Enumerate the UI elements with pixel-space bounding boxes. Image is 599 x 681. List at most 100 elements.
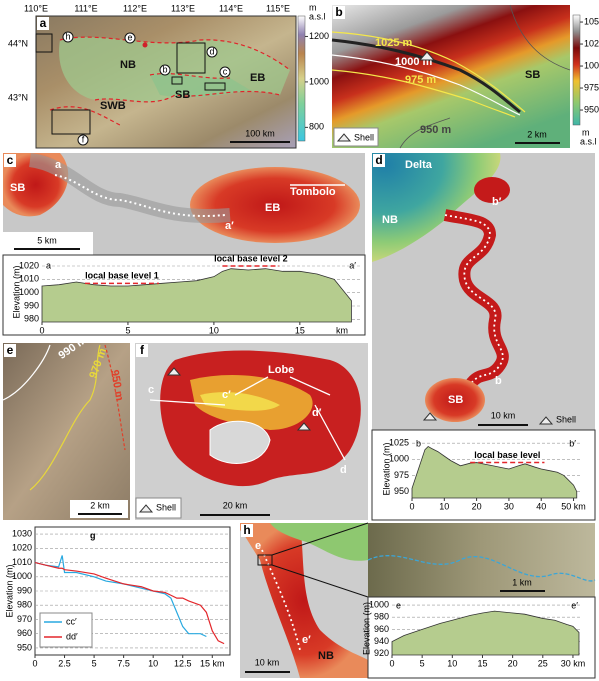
basin-label: EB bbox=[250, 72, 265, 84]
profile-start: b bbox=[416, 438, 421, 448]
profile-end: e′ bbox=[571, 600, 578, 610]
x-tick-label: 2.5 bbox=[58, 658, 71, 668]
arrow bbox=[289, 376, 331, 396]
scale-label: 2 km bbox=[90, 500, 110, 510]
x-tick-label: 10 bbox=[447, 658, 457, 668]
lon-label: 115°E bbox=[266, 3, 290, 13]
frame bbox=[35, 15, 297, 149]
location-box bbox=[204, 82, 226, 91]
x-axis-label: km bbox=[336, 325, 348, 335]
x-tick-label: 10 bbox=[148, 658, 158, 668]
y-tick-label: 980 bbox=[24, 314, 39, 324]
colorbar-tick-label: 1025 bbox=[584, 38, 599, 48]
basin-label: SB bbox=[175, 89, 190, 101]
panel-label: c bbox=[7, 153, 14, 167]
x-tick-label: 20 bbox=[472, 501, 482, 511]
satellite-image bbox=[368, 523, 595, 597]
contour-label: 975 m bbox=[405, 74, 436, 86]
colorbar-tick-label: 1200 bbox=[309, 31, 329, 41]
box-label: c bbox=[223, 66, 228, 76]
x-tick-label: 10 bbox=[439, 501, 449, 511]
legend-label: cc′ bbox=[66, 616, 77, 626]
x-tick-label: 0 bbox=[389, 658, 394, 668]
line bbox=[34, 561, 225, 645]
point-label: a bbox=[55, 159, 62, 171]
location-box bbox=[176, 42, 206, 74]
point-label: e′ bbox=[302, 634, 311, 646]
x-tick-label: 50 km bbox=[561, 501, 586, 511]
location-box bbox=[35, 33, 53, 53]
panel-label: b bbox=[335, 5, 342, 19]
colorbar-unit: m bbox=[582, 127, 590, 137]
line bbox=[34, 555, 207, 638]
x-tick-label: 15 bbox=[295, 325, 305, 335]
arrow bbox=[234, 376, 269, 396]
basin-fill bbox=[190, 167, 360, 243]
x-tick-label: 12.5 bbox=[174, 658, 192, 668]
colorbar-unit: m bbox=[309, 2, 317, 12]
basin-fill bbox=[474, 177, 510, 203]
contour-label: 950 m bbox=[420, 124, 451, 136]
y-tick-label: 1025 bbox=[389, 438, 409, 448]
satellite-image bbox=[3, 343, 130, 520]
y-tick-label: 920 bbox=[374, 648, 389, 658]
contour bbox=[2, 344, 51, 401]
panel-label-box bbox=[37, 17, 49, 30]
basin-label: NB bbox=[318, 650, 334, 662]
lon-label: 111°E bbox=[74, 3, 97, 13]
y-tick-label: 940 bbox=[374, 636, 389, 646]
area bbox=[41, 268, 352, 323]
basin-outline bbox=[49, 36, 291, 126]
colorbar-tick-label: 800 bbox=[309, 122, 324, 132]
panel-label-box bbox=[373, 154, 385, 167]
scale-label: 100 km bbox=[245, 128, 275, 138]
y-tick-label: 1000 bbox=[19, 287, 39, 297]
profile-end: b′ bbox=[569, 438, 576, 448]
y-tick-label: 960 bbox=[17, 628, 32, 638]
panel-label-box bbox=[136, 344, 148, 357]
profile-start: e bbox=[396, 600, 401, 610]
shoreline-ridge bbox=[331, 38, 521, 114]
basin-label: EB bbox=[265, 202, 280, 214]
area bbox=[411, 445, 578, 499]
lat-label: 43°N bbox=[8, 92, 28, 102]
x-tick-label: 20 bbox=[508, 658, 518, 668]
y-tick-label: 980 bbox=[17, 600, 32, 610]
y-tick-label: 970 bbox=[17, 614, 32, 624]
shell-icon bbox=[418, 51, 436, 61]
panel-label: f bbox=[140, 343, 145, 357]
shell-icon bbox=[422, 412, 438, 421]
basin-label: NB bbox=[120, 59, 136, 71]
reference-label: local base level 1 bbox=[85, 271, 159, 281]
location-box bbox=[51, 109, 91, 135]
box-label-bg bbox=[62, 31, 74, 43]
box-label: b bbox=[162, 64, 167, 74]
profile-line bbox=[54, 174, 226, 217]
colorbar-tick-label: 1000 bbox=[584, 60, 599, 70]
panel-d: d Delta b′ b NB SB 10 km Shell bbox=[371, 153, 596, 521]
colorbar-tick-label: 1000 bbox=[309, 76, 329, 86]
y-tick-label: 960 bbox=[374, 624, 389, 634]
dem-map bbox=[332, 5, 570, 148]
panel-a: a 110°E 111°E 112°E 113°E 114°E 115°E 44… bbox=[8, 3, 297, 149]
panel-label: a bbox=[40, 16, 47, 30]
y-axis-label: Elevation (m) bbox=[4, 564, 14, 617]
contour-label: 1025 m bbox=[375, 37, 413, 49]
panel-label-box bbox=[4, 344, 16, 357]
colorbar bbox=[297, 15, 306, 142]
contour bbox=[29, 344, 101, 491]
scale-label: 2 km bbox=[527, 129, 547, 139]
profile-line bbox=[261, 549, 301, 651]
colorbar-tick-label: 950 bbox=[584, 104, 599, 114]
panel-f: f Lobe c c′ d d′ Shell 20 km bbox=[135, 343, 368, 520]
point-label: b bbox=[495, 375, 502, 387]
y-tick-label: 1010 bbox=[12, 557, 32, 567]
reference-label: local base level 2 bbox=[214, 253, 288, 263]
scale-label: 5 km bbox=[37, 235, 57, 245]
location-dot bbox=[142, 42, 148, 48]
shell-icon bbox=[166, 367, 182, 376]
basin-label: SB bbox=[448, 394, 463, 406]
x-tick-label: 30 bbox=[504, 501, 514, 511]
box-label-bg bbox=[159, 64, 171, 76]
y-axis-label: Elevation (m) bbox=[11, 265, 21, 318]
